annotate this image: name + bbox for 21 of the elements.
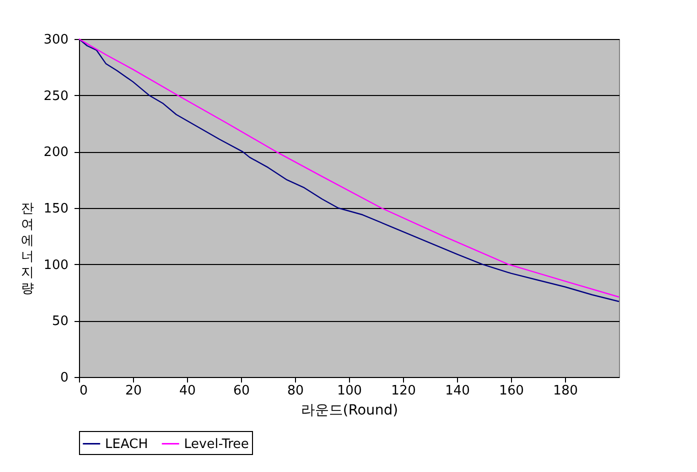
y-tick-label: 100 (44, 258, 68, 273)
x-tick-label: 40 (179, 384, 196, 398)
x-tick-label: 160 (499, 384, 524, 398)
x-tick-label: 120 (391, 384, 416, 398)
legend-label: LEACH (105, 436, 148, 452)
y-tick-label: 300 (44, 32, 68, 48)
x-tick-label: 20 (125, 384, 142, 398)
y-axis-title: 잔여 에너지량 (21, 202, 34, 296)
x-axis-title: 라운드(Round) (300, 402, 398, 418)
x-tick-label: 80 (287, 384, 304, 398)
y-tick-label: 200 (44, 145, 68, 160)
x-tick-label: 0 (80, 384, 88, 398)
legend-label: Level-Tree (184, 436, 249, 452)
y-tick-label: 250 (44, 88, 68, 104)
y-tick-label: 50 (52, 314, 68, 330)
x-tick-label: 100 (337, 384, 362, 398)
x-tick-label: 60 (233, 384, 250, 398)
x-tick-label: 140 (445, 384, 470, 398)
y-tick-label: 150 (44, 202, 68, 216)
y-tick-label: 0 (60, 370, 68, 386)
x-tick-label: 180 (553, 384, 578, 398)
